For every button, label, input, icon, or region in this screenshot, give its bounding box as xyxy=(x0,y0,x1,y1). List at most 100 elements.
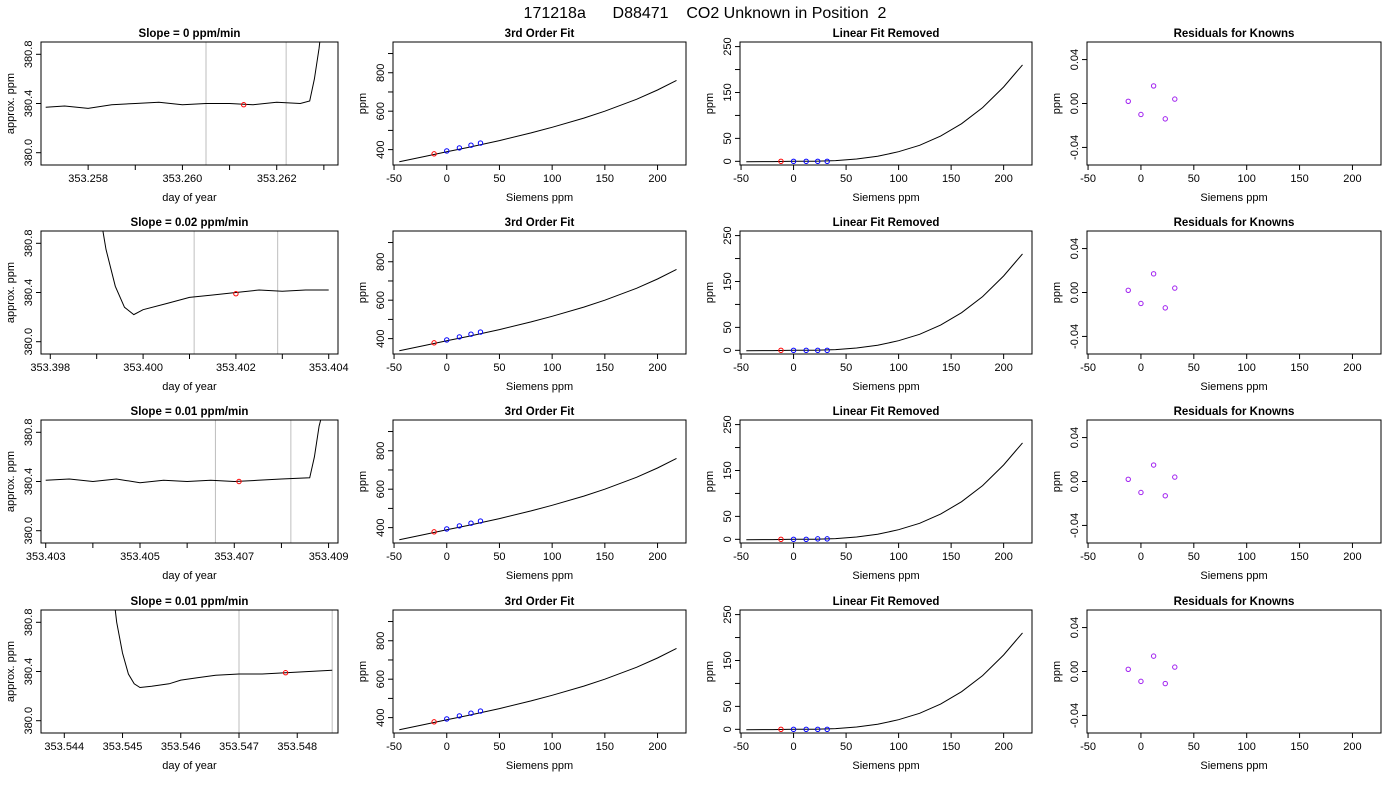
panel-title: Residuals for Knowns xyxy=(1174,217,1295,229)
y-tick-label: 380.4 xyxy=(23,279,35,307)
data-point xyxy=(1162,116,1168,122)
y-tick-label: 400 xyxy=(375,708,387,726)
data-point xyxy=(1150,462,1157,468)
x-axis-label: Siemens ppm xyxy=(506,381,573,393)
data-point xyxy=(824,726,830,733)
x-tick-label: 50 xyxy=(493,173,505,185)
x-tick-label: 200 xyxy=(648,741,666,753)
data-point xyxy=(1172,664,1178,670)
data-point xyxy=(477,329,484,335)
plot-frame xyxy=(1086,609,1382,734)
x-tick-label: 50 xyxy=(840,741,852,753)
y-tick-label: 0.04 xyxy=(1069,617,1081,638)
plot-frame xyxy=(392,41,687,166)
plot-frame xyxy=(739,41,1033,166)
y-tick-label: 50 xyxy=(722,700,734,712)
x-tick-label: -50 xyxy=(1080,551,1096,563)
x-tick-label: 0 xyxy=(791,362,797,374)
data-point xyxy=(477,708,484,714)
y-axis-label: ppm xyxy=(357,471,369,492)
data-point xyxy=(1162,493,1168,499)
y-tick-label: 250 xyxy=(722,605,734,623)
x-tick-label: -50 xyxy=(1080,173,1096,185)
y-tick-label: 380.0 xyxy=(23,517,35,545)
x-axis-label: Siemens ppm xyxy=(506,570,573,582)
panel-r4c1: Slope = 0.01 ppm/min 353.544 353.545 353.54… xyxy=(5,596,339,772)
y-tick-label: 150 xyxy=(722,651,734,669)
y-tick-label: 400 xyxy=(375,140,387,158)
y-axis-label: approx. ppm xyxy=(5,641,17,702)
x-tick-label: 150 xyxy=(1290,173,1308,185)
x-tick-label: 100 xyxy=(543,551,561,563)
y-tick-label: 380.8 xyxy=(23,230,35,258)
x-tick-label: 0 xyxy=(444,551,450,563)
y-tick-label: 250 xyxy=(722,37,734,55)
y-tick-label: 0.00 xyxy=(1069,661,1081,682)
y-tick-label: 0.04 xyxy=(1069,238,1081,259)
x-tick-label: 100 xyxy=(543,362,561,374)
y-tick-label: 150 xyxy=(722,83,734,101)
y-tick-label: 380.4 xyxy=(23,90,35,118)
data-point xyxy=(1172,285,1178,291)
plot-frame xyxy=(1086,419,1382,544)
x-tick-label: 353.407 xyxy=(214,551,254,563)
panel-r2c2: 3rd Order Fit -50 0 50 100 150 200 400 600 800 Sie… xyxy=(357,217,687,393)
x-tick-label: -50 xyxy=(733,741,749,753)
data-point xyxy=(790,347,797,354)
panel-r2c3: Linear Fit Removed -50 0 50 100 150 200 0 50 150 2… xyxy=(704,217,1033,393)
y-axis-label: ppm xyxy=(704,661,716,682)
x-tick-label: 353.545 xyxy=(103,741,143,753)
x-tick-label: -50 xyxy=(386,173,402,185)
x-tick-label: 200 xyxy=(1343,173,1361,185)
x-tick-label: 150 xyxy=(596,173,614,185)
y-tick-label: 0 xyxy=(722,726,734,732)
y-tick-label: 800 xyxy=(375,64,387,82)
y-tick-label: 0.00 xyxy=(1069,282,1081,303)
data-point xyxy=(1150,83,1157,89)
x-tick-label: 150 xyxy=(942,551,960,563)
y-tick-label: 400 xyxy=(375,329,387,347)
panel-grid: Slope = 0 ppm/min 353.258 353.260 353.262 38… xyxy=(5,28,1382,772)
data-point xyxy=(468,520,474,526)
x-tick-label: -50 xyxy=(733,551,749,563)
x-tick-label: 100 xyxy=(889,551,907,563)
data-point xyxy=(778,347,784,354)
data-point xyxy=(456,334,463,340)
panel-r4c2: 3rd Order Fit -50 0 50 100 150 200 400 600 800 Sie… xyxy=(357,596,687,772)
y-tick-label: 800 xyxy=(375,632,387,650)
data-point xyxy=(824,347,830,354)
y-tick-label: -0.04 xyxy=(1069,703,1081,728)
data-point xyxy=(824,536,830,542)
data-point xyxy=(824,158,830,165)
x-axis-label: Siemens ppm xyxy=(852,760,919,772)
data-point xyxy=(282,670,289,676)
y-axis-label: ppm xyxy=(357,93,369,114)
data-point xyxy=(1125,476,1131,483)
y-axis-label: ppm xyxy=(1051,661,1063,682)
x-tick-label: 150 xyxy=(1290,741,1308,753)
y-tick-label: 0.00 xyxy=(1069,471,1081,492)
plot-frame xyxy=(40,230,339,355)
y-axis-label: ppm xyxy=(704,282,716,303)
panel-r3c3: Linear Fit Removed -50 0 50 100 150 200 0 50 150 2… xyxy=(704,406,1033,582)
x-tick-label: 100 xyxy=(1238,362,1256,374)
data-point xyxy=(431,529,437,535)
data-point xyxy=(1172,474,1178,480)
data-point xyxy=(431,340,437,346)
y-axis-label: approx. ppm xyxy=(5,262,17,323)
data-point xyxy=(790,726,797,733)
x-tick-label: 353.403 xyxy=(26,551,66,563)
y-axis-label: ppm xyxy=(1051,282,1063,303)
x-tick-label: 50 xyxy=(1188,741,1200,753)
data-point xyxy=(815,158,821,165)
x-tick-label: 0 xyxy=(791,173,797,185)
data-point xyxy=(468,331,474,337)
plot-frame xyxy=(392,419,687,544)
y-axis-label: ppm xyxy=(704,471,716,492)
y-tick-label: 380.4 xyxy=(23,468,35,496)
panel-r4c3: Linear Fit Removed -50 0 50 100 150 200 0 50 150 2… xyxy=(704,596,1033,772)
x-tick-label: 0 xyxy=(1138,741,1144,753)
x-tick-label: 150 xyxy=(596,551,614,563)
x-axis-label: Siemens ppm xyxy=(852,192,919,204)
x-tick-label: -50 xyxy=(733,362,749,374)
